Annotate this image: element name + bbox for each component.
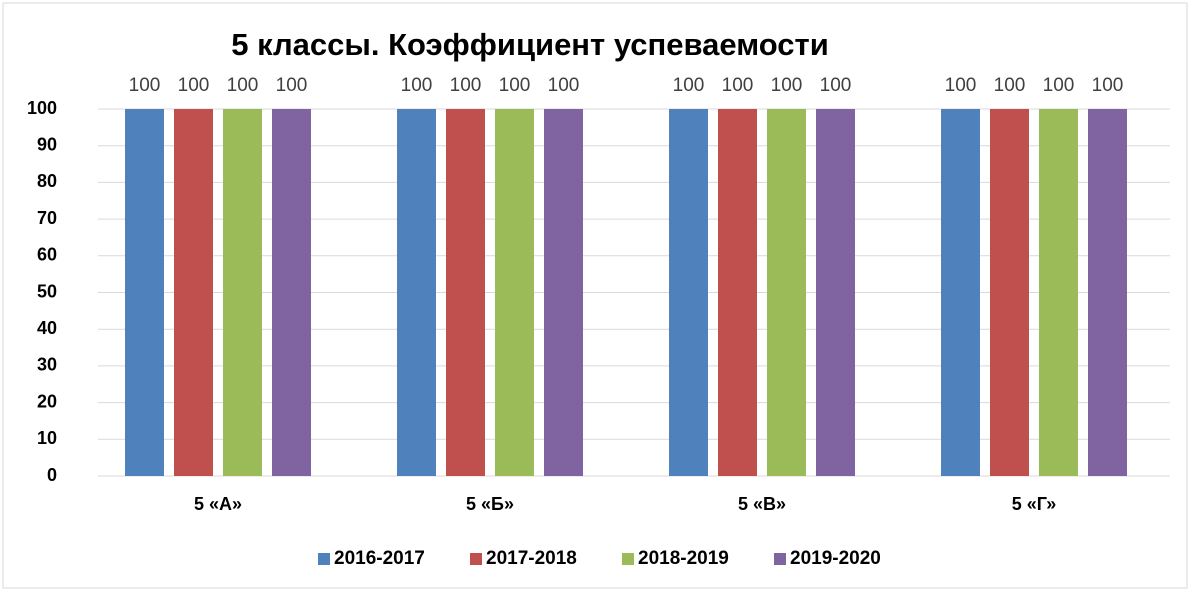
data-label: 100 [227,75,259,96]
chart-title: 5 классы. Коэффициент успеваемости [231,27,829,62]
data-label: 100 [548,75,580,96]
y-tick-label: 70 [37,208,57,228]
bar [397,109,436,476]
legend-label: 2017-2018 [486,548,577,569]
legend-swatch [318,553,330,565]
data-label: 100 [450,75,482,96]
y-tick-label: 20 [37,391,57,411]
bar [669,109,708,476]
data-label: 100 [771,75,803,96]
legend-label: 2018-2019 [638,548,729,569]
y-tick-label: 50 [37,281,57,301]
data-label: 100 [276,75,308,96]
data-label: 100 [1043,75,1075,96]
bar [272,109,311,476]
data-label: 100 [673,75,705,96]
bar [718,109,757,476]
bar [990,109,1029,476]
bar [1088,109,1127,476]
data-label: 100 [178,75,210,96]
bar [223,109,262,476]
y-tick-label: 80 [37,171,57,191]
bar [941,109,980,476]
bar [174,109,213,476]
y-tick-label: 30 [37,355,57,375]
data-label: 100 [722,75,754,96]
legend-swatch [622,553,634,565]
x-tick-label: 5 «В» [738,494,786,514]
x-tick-label: 5 «А» [194,494,242,514]
data-label: 100 [945,75,977,96]
y-tick-label: 100 [27,98,57,118]
bar [767,109,806,476]
y-tick-label: 60 [37,245,57,265]
bar [1039,109,1078,476]
bar [446,109,485,476]
y-tick-label: 40 [37,318,57,338]
y-tick-label: 90 [37,134,57,154]
data-label: 100 [994,75,1026,96]
y-tick-label: 10 [37,428,57,448]
data-label: 100 [820,75,852,96]
data-label: 100 [1092,75,1124,96]
legend-swatch [470,553,482,565]
bar [544,109,583,476]
data-label: 100 [499,75,531,96]
y-tick-label: 0 [47,465,57,485]
legend-label: 2016-2017 [334,548,425,569]
data-label: 100 [401,75,433,96]
bar [125,109,164,476]
bar [495,109,534,476]
x-tick-label: 5 «Б» [466,494,514,514]
legend-swatch [774,553,786,565]
data-label: 100 [129,75,161,96]
x-tick-label: 5 «Г» [1012,494,1057,514]
bar [816,109,855,476]
legend-label: 2019-2020 [790,548,881,569]
